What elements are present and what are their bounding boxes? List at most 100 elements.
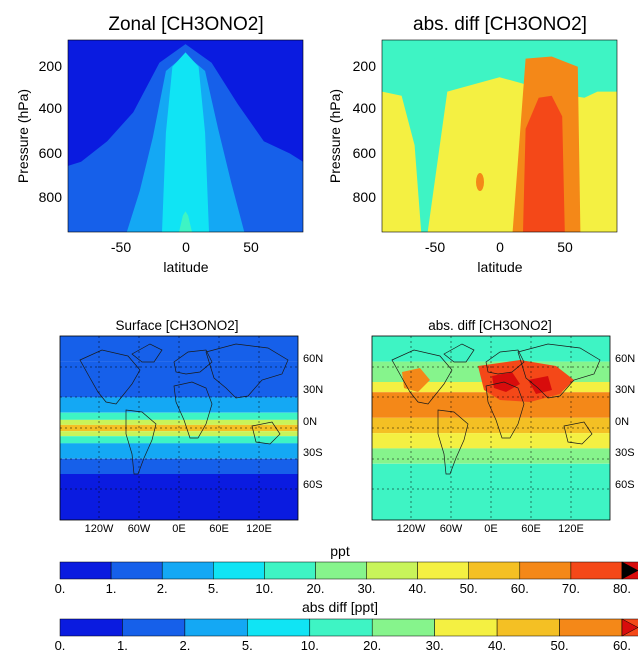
concentration-band: [60, 443, 298, 459]
y-tick-label: 800: [353, 189, 377, 205]
x-tick-label: 50: [243, 239, 259, 255]
latitude-tick-label: 0N: [303, 416, 317, 428]
colorbar-cell: [371, 618, 435, 637]
colorbar-cell: [161, 561, 214, 580]
colorbar-tick-label: 60.: [511, 581, 529, 596]
latitude-tick-label: 30N: [303, 384, 323, 396]
colorbar-tick-label: 30.: [426, 638, 444, 653]
y-axis-label: Pressure (hPa): [15, 89, 31, 183]
colorbar-tick-label: 0.: [55, 581, 66, 596]
colorbar-overflow-arrow: [621, 561, 638, 580]
surface-diff-map-panel: abs. diff [CH3ONO2]: [371, 318, 635, 535]
colorbar-cell: [559, 618, 623, 637]
continental-maxima: [402, 360, 574, 402]
colorbar-cell: [122, 618, 186, 637]
y-tick-label: 200: [353, 58, 377, 74]
colorbar-cell: [496, 618, 560, 637]
colorbar-tick-label: 2.: [157, 581, 168, 596]
concentration-band: [372, 433, 610, 449]
y-axis-label: Pressure (hPa): [327, 89, 343, 183]
colorbar-tick-label: 20.: [363, 638, 381, 653]
colorbar-tick-label: 60.: [613, 638, 631, 653]
zonal-contours: [68, 44, 303, 232]
latitude-tick-label: 60S: [615, 479, 635, 491]
colorbar-tick-label: 1.: [106, 581, 117, 596]
colorbar-tick-label: 10.: [301, 638, 319, 653]
colorbar-tick-label: 10.: [255, 581, 273, 596]
longitude-tick-label: 120W: [85, 523, 114, 535]
longitude-tick-label: 60W: [128, 523, 151, 535]
longitude-tick-label: 0E: [172, 523, 185, 535]
local-maximum-blob: [476, 173, 484, 191]
concentration-band: [60, 431, 298, 437]
colorbar-tick-label: 40.: [488, 638, 506, 653]
longitude-tick-label: 120E: [558, 523, 584, 535]
colorbar-cell: [417, 561, 469, 580]
latitude-tick-label: 30S: [303, 447, 323, 459]
x-tick-label: -50: [111, 239, 131, 255]
y-tick-label: 600: [39, 145, 63, 161]
colorbar-cells: [59, 561, 638, 580]
x-axis-label: latitude: [163, 259, 208, 275]
y-tick-label: 400: [39, 100, 63, 116]
x-axis-label: latitude: [477, 259, 522, 275]
colorbar-cell: [309, 618, 373, 637]
x-tick-label: -50: [425, 239, 445, 255]
colorbar-cell: [468, 561, 521, 580]
graticule: [60, 336, 298, 520]
zonal-diff-panel: abs. diff [CH3ONO2] Pressure (hPa) latit…: [327, 14, 618, 275]
longitude-tick-label: 120W: [397, 523, 426, 535]
colorbar-cell: [366, 561, 418, 580]
concentration-band: [60, 436, 298, 444]
y-tick-label: 800: [39, 189, 63, 205]
map-frame: [371, 335, 611, 521]
colorbar-cell: [213, 561, 265, 580]
colorbar-tick-label: 40.: [409, 581, 427, 596]
colorbar-tick-label: 1.: [117, 638, 128, 653]
panel-title: abs. diff [CH3ONO2]: [428, 318, 552, 333]
graticule: [372, 336, 610, 520]
y-tick-label: 400: [353, 100, 377, 116]
y-tick-label: 200: [39, 58, 63, 74]
contour-region: [162, 52, 209, 232]
x-tick-label: 0: [182, 239, 190, 255]
colorbar-tick-label: 0.: [55, 638, 66, 653]
plot-frame: [381, 39, 618, 233]
longitude-tick-label: 60E: [521, 523, 541, 535]
colorbar-cell: [315, 561, 367, 580]
x-tick-label: 0: [496, 239, 504, 255]
zonal-panel: Zonal [CH3ONO2] Pressure (hPa) latitude …: [15, 14, 304, 275]
contour-region: [523, 95, 565, 232]
concentration-band: [372, 417, 610, 434]
latitude-tick-label: 30N: [615, 384, 635, 396]
y-tick-label: 600: [353, 145, 377, 161]
colorbar-cells: [59, 618, 638, 637]
colorbar-tick-label: 70.: [562, 581, 580, 596]
colorbar-label: abs diff [ppt]: [302, 599, 378, 615]
panel-title: Zonal [CH3ONO2]: [108, 14, 263, 35]
colorbar-overflow-arrow: [621, 618, 638, 637]
colorbar-cell: [59, 561, 112, 580]
colorbar-cell: [59, 618, 123, 637]
colorbar-tick-label: 2.: [179, 638, 190, 653]
colorbar-abs-diff: abs diff [ppt] 0. 1. 2. 5. 10. 20. 30. 40. 50. 60…: [55, 599, 638, 653]
colorbar-tick-label: 5.: [208, 581, 219, 596]
colorbar-tick-label: 50.: [551, 638, 569, 653]
colorbar-ticks: 0. 1. 2. 5. 10. 20. 30. 40. 50. 60. 70. 80.: [55, 581, 631, 596]
latitude-tick-label: 60S: [303, 479, 323, 491]
panel-title: abs. diff [CH3ONO2]: [413, 14, 587, 35]
plot-frame: [67, 39, 304, 233]
colorbar-cell: [434, 618, 498, 637]
colorbar-tick-label: 30.: [357, 581, 375, 596]
colorbar-label: ppt: [330, 543, 350, 559]
x-tick-label: 50: [557, 239, 573, 255]
latitude-tick-label: 60N: [615, 353, 635, 365]
map-frame: [59, 335, 299, 521]
colorbar-cell: [184, 618, 248, 637]
panel-title: Surface [CH3ONO2]: [115, 318, 238, 333]
colorbar-cell: [247, 618, 310, 637]
colorbar-tick-label: 5.: [242, 638, 253, 653]
concentration-band: [60, 397, 298, 413]
latitude-tick-label: 0N: [615, 416, 629, 428]
